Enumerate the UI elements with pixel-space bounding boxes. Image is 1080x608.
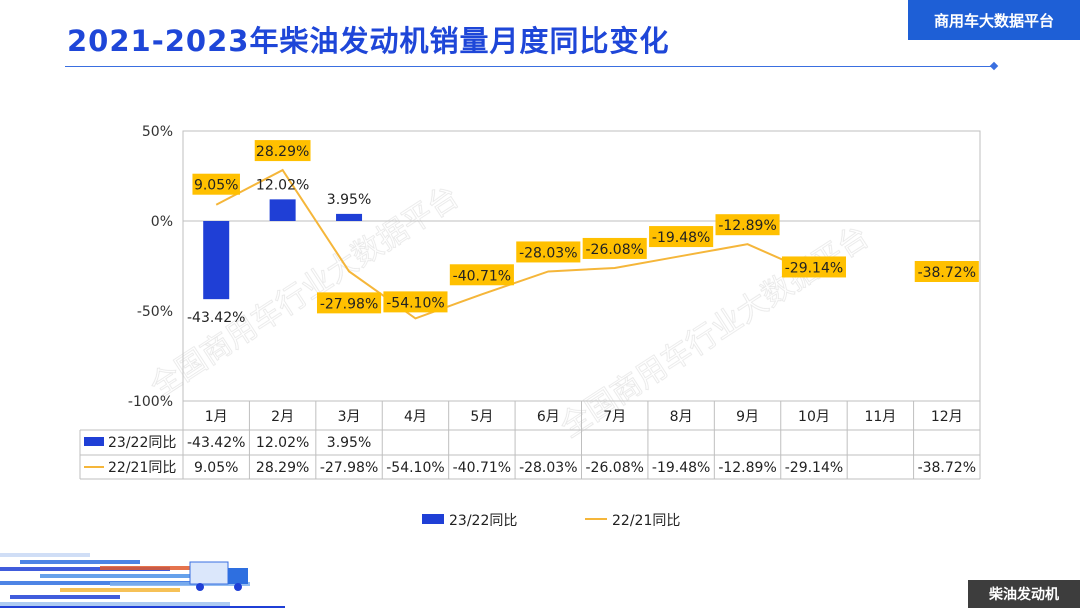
table-cell: -26.08% xyxy=(585,460,643,476)
line-data-label-box xyxy=(914,261,979,282)
plot-frame xyxy=(182,130,981,402)
x-tick-label: 8月 xyxy=(670,409,693,425)
line-data-label: 28.29% xyxy=(256,144,309,160)
speed-stripe xyxy=(0,602,230,606)
speed-stripe xyxy=(0,581,200,585)
line-data-label: -19.48% xyxy=(652,230,710,246)
x-tick-label: 10月 xyxy=(798,409,830,425)
table-cell: 9.05% xyxy=(194,460,238,476)
line-data-label-box xyxy=(383,291,448,313)
y-tick-label: -50% xyxy=(137,304,173,320)
y-tick-label: 50% xyxy=(142,124,173,140)
line-data-label: -40.71% xyxy=(453,268,511,284)
x-tick-label: 3月 xyxy=(338,409,361,425)
speed-stripe xyxy=(40,574,200,578)
truck-body-icon xyxy=(189,561,229,585)
bar xyxy=(336,213,363,221)
table-cell: -40.71% xyxy=(453,460,511,476)
line-data-label: -28.03% xyxy=(519,245,577,261)
table-cell: -38.72% xyxy=(918,460,976,476)
speed-stripe xyxy=(0,567,170,571)
truck-cab-icon xyxy=(228,568,248,584)
line-data-label-box xyxy=(649,226,714,248)
speed-stripe xyxy=(100,566,190,570)
table-cell: 12.02% xyxy=(256,435,309,451)
truck-wheel-icon xyxy=(196,583,204,591)
series-line xyxy=(215,168,815,320)
line-data-label-box xyxy=(316,292,382,314)
footer-tag: 柴油发动机 xyxy=(968,580,1080,608)
line-data-label-box xyxy=(516,241,581,263)
speed-stripe xyxy=(10,595,120,599)
page-title: 2021-2023年柴油发动机销量月度同比变化 xyxy=(67,24,670,58)
table-cell: -54.10% xyxy=(386,460,444,476)
y-tick-label: 0% xyxy=(151,214,173,230)
x-tick-label: 9月 xyxy=(736,409,759,425)
x-tick-label: 11月 xyxy=(864,409,896,425)
title-divider xyxy=(65,66,995,67)
speed-stripe xyxy=(60,588,180,592)
speed-stripe xyxy=(110,582,250,586)
bar xyxy=(269,199,296,221)
brand-badge: 商用车大数据平台 xyxy=(908,0,1080,40)
table-row-label: 23/22同比 xyxy=(108,435,176,451)
x-tick-label: 12月 xyxy=(931,409,963,425)
bar-data-label: -43.42% xyxy=(187,310,245,326)
line-data-label-box xyxy=(582,237,647,259)
legend-bar-key xyxy=(422,514,444,524)
y-tick-label: -100% xyxy=(128,394,173,410)
truck-wheel-icon xyxy=(234,583,242,591)
table-cell: -43.42% xyxy=(187,435,245,451)
table-legend-bar-key xyxy=(84,437,104,446)
x-tick-label: 7月 xyxy=(603,409,626,425)
line-data-label: -26.08% xyxy=(585,242,643,258)
table-row-label: 22/21同比 xyxy=(108,460,176,476)
line-data-label: -27.98% xyxy=(320,296,378,312)
x-tick-label: 1月 xyxy=(205,409,228,425)
table-cell: 28.29% xyxy=(256,460,309,476)
line-data-label: -38.72% xyxy=(918,265,976,281)
line-data-label: -54.10% xyxy=(386,295,444,311)
bar xyxy=(203,221,230,300)
road-line xyxy=(0,606,285,608)
table-cell: -29.14% xyxy=(785,460,843,476)
line-data-label-box xyxy=(715,214,780,236)
x-tick-label: 5月 xyxy=(470,409,493,425)
line-data-label-box xyxy=(781,256,847,278)
speed-stripe xyxy=(0,553,90,557)
bar-data-label: 12.02% xyxy=(256,177,309,193)
speed-stripe xyxy=(20,560,140,564)
line-data-label-box xyxy=(254,140,311,162)
line-data-label: 9.05% xyxy=(194,178,238,194)
table-cell: -19.48% xyxy=(652,460,710,476)
table-cell: -27.98% xyxy=(320,460,378,476)
table-cell: 3.95% xyxy=(327,435,371,451)
truck-decoration xyxy=(0,553,285,608)
bar-data-label: 3.95% xyxy=(327,192,371,208)
line-data-label: -12.89% xyxy=(718,218,776,234)
legend-label: 23/22同比 xyxy=(449,513,517,529)
x-tick-label: 2月 xyxy=(271,409,294,425)
table-cell: -12.89% xyxy=(718,460,776,476)
line-data-label-box xyxy=(449,264,514,286)
line-data-label-box xyxy=(192,173,240,195)
legend-label: 22/21同比 xyxy=(612,513,680,529)
line-data-label: -29.14% xyxy=(785,260,843,276)
x-tick-label: 4月 xyxy=(404,409,427,425)
table-cell: -28.03% xyxy=(519,460,577,476)
x-tick-label: 6月 xyxy=(537,409,560,425)
